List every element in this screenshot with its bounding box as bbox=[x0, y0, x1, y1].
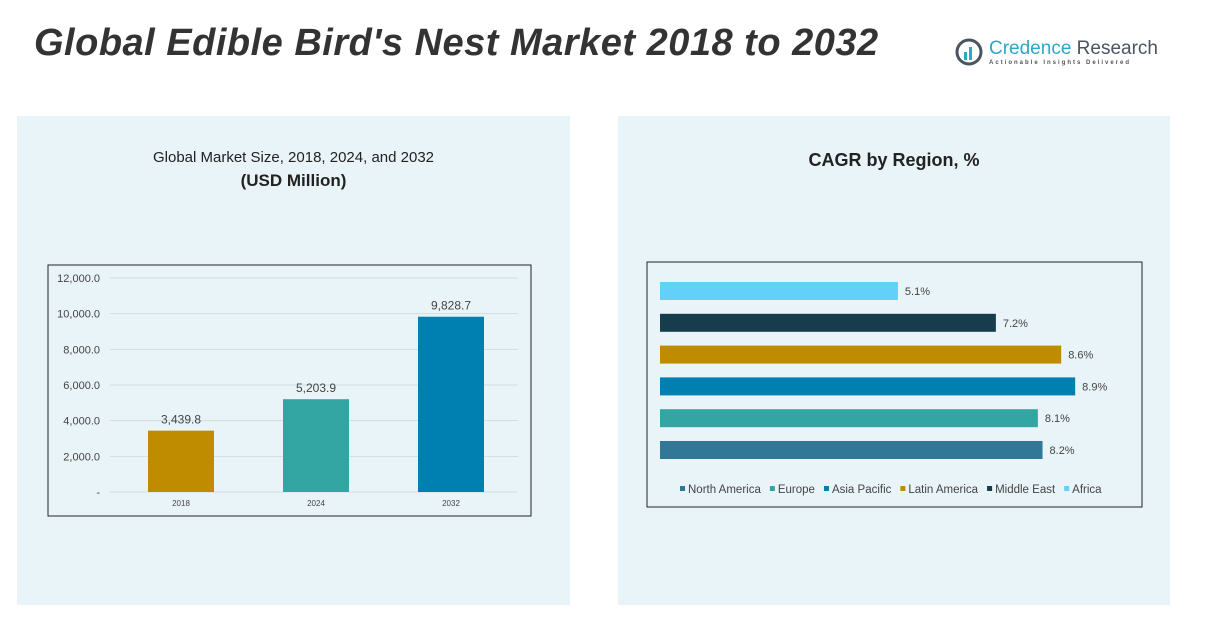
data-label: 9,828.7 bbox=[431, 299, 471, 313]
legend-swatch bbox=[769, 486, 775, 491]
legend-swatch bbox=[900, 486, 906, 491]
y-tick-label: 2,000.0 bbox=[63, 451, 100, 463]
y-tick-label: 4,000.0 bbox=[63, 416, 100, 428]
data-label: 8.6% bbox=[1068, 350, 1093, 362]
bar-latin-america bbox=[660, 345, 1062, 364]
bar-africa bbox=[660, 282, 898, 300]
bar-north-america bbox=[660, 441, 1043, 459]
data-label: 5,203.9 bbox=[296, 381, 336, 395]
chart-subtitle: (USD Million) bbox=[240, 171, 347, 190]
legend-swatch bbox=[823, 486, 829, 491]
bar-2018 bbox=[148, 430, 214, 492]
y-tick-label: 10,000.0 bbox=[57, 309, 100, 321]
legend-item: North America bbox=[688, 484, 761, 496]
legend-item: Africa bbox=[1072, 484, 1102, 496]
bar-asia-pacific bbox=[660, 377, 1076, 396]
x-tick-label: 2018 bbox=[172, 499, 190, 508]
legend-item: Middle East bbox=[995, 484, 1056, 496]
x-tick-label: 2032 bbox=[442, 499, 460, 508]
logo: Credence Research Actionable Insights De… bbox=[955, 38, 1158, 66]
y-tick-label: - bbox=[96, 487, 100, 499]
logo-icon bbox=[955, 38, 983, 66]
data-label: 8.9% bbox=[1082, 381, 1107, 393]
data-label: 3,439.8 bbox=[161, 413, 201, 427]
legend-swatch bbox=[1064, 486, 1070, 491]
chart-frame bbox=[646, 261, 1143, 508]
data-label: 8.2% bbox=[1050, 445, 1075, 457]
chart-frame bbox=[47, 264, 532, 517]
chart-title: CAGR by Region, % bbox=[808, 150, 980, 170]
bar-2024 bbox=[283, 399, 349, 492]
legend-swatch bbox=[680, 486, 685, 491]
y-tick-label: 8,000.0 bbox=[63, 344, 100, 356]
bar-2032 bbox=[418, 316, 484, 492]
legend-swatch bbox=[987, 486, 993, 491]
legend-item: Asia Pacific bbox=[832, 484, 892, 496]
logo-tagline: Actionable Insights Delivered bbox=[989, 60, 1132, 66]
logo-name-b: Research bbox=[1071, 38, 1158, 59]
chart-title: Global Market Size, 2018, 2024, and 2032 bbox=[152, 149, 435, 166]
data-label: 7.2% bbox=[1003, 318, 1028, 330]
logo-name-a: Credence bbox=[989, 38, 1072, 59]
legend-item: Europe bbox=[778, 484, 815, 496]
legend-item: Latin America bbox=[908, 484, 978, 496]
y-tick-label: 6,000.0 bbox=[63, 380, 100, 392]
bar-middle-east bbox=[660, 313, 996, 332]
x-tick-label: 2024 bbox=[307, 499, 325, 508]
data-label: 5.1% bbox=[905, 286, 930, 298]
bar-europe bbox=[660, 409, 1038, 428]
y-tick-label: 12,000.0 bbox=[57, 273, 100, 285]
page-title: Global Edible Bird's Nest Market 2018 to… bbox=[34, 22, 879, 64]
data-label: 8.1% bbox=[1045, 413, 1070, 425]
